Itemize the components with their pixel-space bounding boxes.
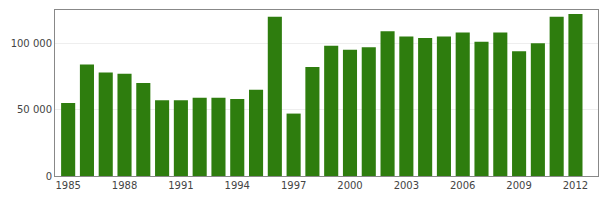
svg-text:2009: 2009 bbox=[506, 180, 531, 191]
svg-text:2012: 2012 bbox=[563, 180, 588, 191]
svg-text:1988: 1988 bbox=[112, 180, 137, 191]
svg-text:2000: 2000 bbox=[337, 180, 362, 191]
svg-text:1985: 1985 bbox=[55, 180, 80, 191]
svg-text:0: 0 bbox=[46, 171, 52, 182]
svg-text:1997: 1997 bbox=[281, 180, 306, 191]
svg-text:50 000: 50 000 bbox=[17, 104, 52, 115]
svg-text:1991: 1991 bbox=[168, 180, 193, 191]
svg-text:1994: 1994 bbox=[225, 180, 250, 191]
svg-text:2003: 2003 bbox=[394, 180, 419, 191]
svg-text:100 000: 100 000 bbox=[11, 38, 52, 49]
svg-text:2006: 2006 bbox=[450, 180, 475, 191]
